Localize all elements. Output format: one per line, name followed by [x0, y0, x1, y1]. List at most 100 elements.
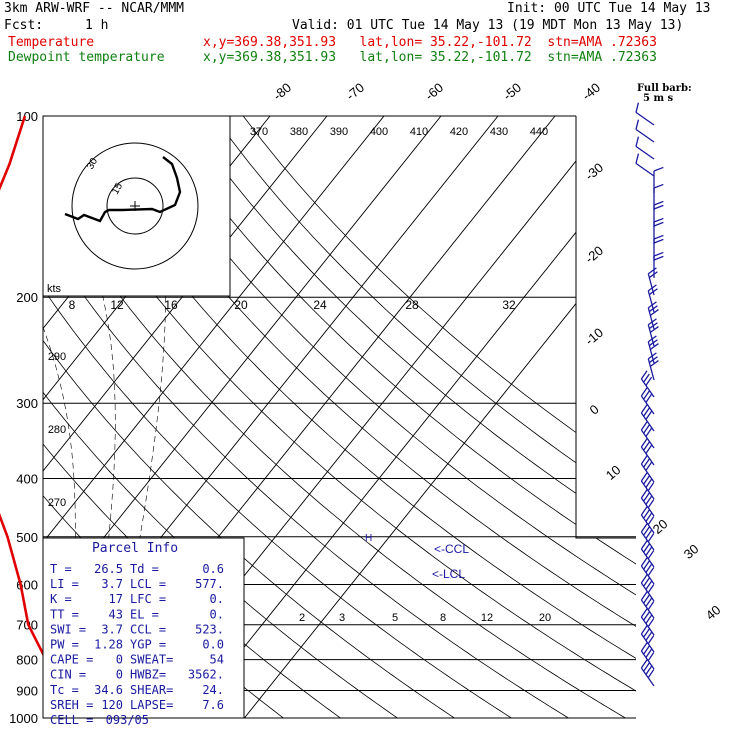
wind-barb-feather-230	[643, 373, 650, 383]
wind-barb-feather-249	[640, 438, 648, 448]
parcel-row-value2-142: 523.	[195, 622, 224, 636]
parcel-row-value-140: 3.7	[101, 622, 123, 636]
mixing-ratio-label-115: 20	[539, 612, 551, 624]
mixing-ratio-label-112: 5	[392, 612, 398, 624]
wind-barb-feather-308	[643, 611, 650, 621]
wind-barb-feather-297	[645, 580, 653, 590]
parcel-row-value2-134: 0.	[210, 592, 224, 606]
wind-barb-feather-327	[645, 665, 653, 675]
parcel-row-key2-157: SHEAR=	[130, 683, 173, 697]
wind-barb-174	[635, 153, 655, 177]
parcel-row-value-148: 0	[116, 653, 123, 667]
parcel-mark: H	[365, 533, 372, 544]
hodograph-speed-label-119: 20	[234, 298, 248, 312]
parcel-row-value-160: 120	[101, 698, 123, 712]
isotherm-58	[43, 116, 328, 718]
valid-time: Valid: 01 UTC Tue 14 May 13 (19 MDT Mon …	[292, 18, 684, 33]
pressure-label-75: 500	[16, 530, 38, 545]
wind-barb-feather-176	[635, 153, 640, 164]
wind-barb-195	[653, 251, 664, 278]
wind-barb-feather-326	[643, 662, 650, 672]
parcel-row-key2-149: SWEAT=	[130, 653, 173, 667]
isotherm-label-98: 40	[703, 602, 724, 623]
parcel-info-title: Parcel Info	[92, 541, 178, 556]
parcel-row-value-124: 26.5	[94, 562, 123, 576]
wind-barb-feather-211	[649, 309, 659, 316]
parcel-row-value2-138: 0.	[210, 607, 224, 621]
wind-barb-feather-241	[645, 410, 653, 420]
hodograph-ring-outer	[71, 142, 199, 270]
wind-barb-feather-277	[640, 523, 648, 533]
parcel-row-key-131: K =	[50, 592, 72, 606]
pressure-label-73: 400	[16, 471, 38, 486]
dry-adiabat-14	[43, 116, 512, 718]
isotherm-label-94: 0	[587, 401, 602, 417]
parcel-row-key2-161: LAPSE=	[130, 698, 173, 712]
parcel-row-value-156: 34.6	[94, 683, 123, 697]
fcst-value: 1 h	[85, 18, 109, 33]
wind-barb-staff-175	[635, 162, 655, 177]
wind-barb-feather-214	[647, 318, 657, 326]
isotherm-label-90: -40	[579, 80, 603, 104]
parcel-row-value-164: 093/05	[106, 713, 149, 727]
legend-temperature-label: Temperature	[8, 35, 95, 50]
wind-barb-293	[640, 574, 655, 602]
hodograph-trace	[64, 156, 182, 223]
pressure-label-71: 300	[16, 396, 38, 411]
dry-adiabat-15	[43, 116, 569, 718]
wind-barb-feather-286	[647, 550, 655, 560]
wind-barb-feather-321	[645, 648, 653, 658]
wind-barb-feather-301	[640, 591, 648, 601]
wind-barb-feather-182	[653, 183, 664, 189]
wind-barb-299	[640, 591, 655, 619]
theta-label-99: 370	[250, 126, 268, 138]
wind-barb-feather-266	[643, 492, 650, 502]
wind-barb-feather-205	[647, 284, 657, 292]
wind-barb-feather-173	[635, 136, 640, 147]
dry-adiabat-24	[242, 116, 636, 718]
theta-label-101: 390	[330, 126, 348, 138]
wind-barb-feather-319	[640, 642, 648, 652]
dry-adiabat-18	[65, 116, 636, 718]
hodograph-ring-label-outer: 30	[85, 156, 100, 172]
dry-adiabat-16	[43, 116, 626, 718]
wind-barb-feather-322	[647, 652, 655, 662]
isotherm-label-95: 10	[603, 462, 624, 483]
wind-barb-feather-289	[640, 557, 648, 567]
wind-barb-feather-229	[640, 370, 648, 380]
isotherm-label-89: -50	[500, 80, 524, 104]
wind-barb-feather-307	[640, 608, 648, 618]
isotherm-label-91: -30	[582, 160, 606, 184]
wind-barb-177	[653, 166, 664, 193]
hodograph-speed-label-117: 12	[110, 298, 124, 312]
parcel-row-key2-137: EL =	[130, 607, 159, 621]
dry-adiabat-13	[43, 116, 455, 718]
wind-barb-252	[640, 455, 655, 483]
theta-label-102: 400	[370, 126, 388, 138]
wind-barb-feather-302	[643, 594, 650, 604]
parcel-row-value-136: 43	[109, 607, 123, 621]
dry-adiabat-19	[95, 116, 636, 718]
wind-barb-feather-295	[640, 574, 648, 584]
hodograph-unit-label: kts	[47, 283, 62, 295]
wind-barb-feather-320	[643, 645, 650, 655]
parcel-row-value-152: 0	[116, 668, 123, 682]
pressure-label-83: 900	[16, 683, 38, 698]
wind-barb-232	[640, 387, 655, 415]
wind-barb-feather-291	[645, 563, 653, 573]
parcel-row-key-147: CAPE =	[50, 653, 93, 667]
parcel-row-value2-150: 54	[210, 653, 224, 667]
dry-adiabat-23	[213, 116, 636, 718]
wind-barb-feather-198	[653, 255, 664, 261]
wind-barb-staff-166	[635, 111, 655, 126]
mixing-ratio-label-113: 8	[440, 612, 446, 624]
wind-barb-237	[640, 404, 655, 432]
wind-barb-feather-194	[653, 238, 664, 244]
wind-barb-feather-303	[645, 597, 653, 607]
wind-barb-feather-274	[647, 516, 655, 526]
wind-barb-feather-272	[643, 509, 650, 519]
pressure-label-85: 1000	[9, 711, 38, 726]
wind-barb-275	[640, 523, 655, 551]
isotherm-59	[43, 116, 385, 718]
legend-temperature-info: x,y=369.38,351.93 lat,lon= 35.22,-101.72…	[203, 35, 657, 50]
